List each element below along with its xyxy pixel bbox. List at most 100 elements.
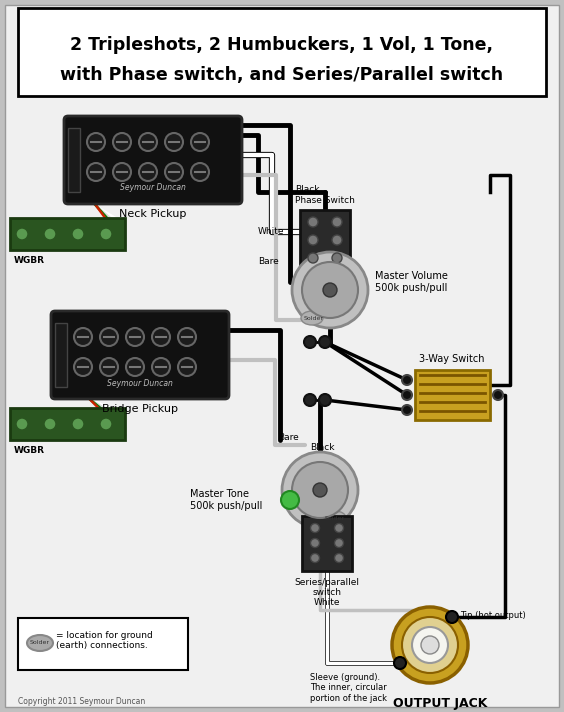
- Text: Solder: Solder: [30, 641, 50, 646]
- Circle shape: [402, 375, 412, 385]
- Circle shape: [178, 358, 196, 376]
- Circle shape: [308, 235, 318, 245]
- FancyBboxPatch shape: [51, 311, 229, 399]
- Ellipse shape: [301, 311, 323, 325]
- Circle shape: [319, 394, 331, 406]
- Circle shape: [304, 394, 316, 406]
- Circle shape: [402, 617, 458, 673]
- Text: Copyright 2011 Seymour Duncan: Copyright 2011 Seymour Duncan: [18, 697, 146, 706]
- Text: White: White: [314, 598, 340, 607]
- Circle shape: [16, 228, 28, 240]
- Circle shape: [165, 163, 183, 181]
- Text: Seymour Duncan: Seymour Duncan: [107, 379, 173, 387]
- Text: WGBR: WGBR: [14, 256, 45, 265]
- Circle shape: [334, 523, 343, 533]
- Circle shape: [44, 418, 56, 430]
- Circle shape: [332, 253, 342, 263]
- Circle shape: [402, 390, 412, 400]
- Circle shape: [113, 163, 131, 181]
- Circle shape: [292, 252, 368, 328]
- Text: Master Volume
500k push/pull: Master Volume 500k push/pull: [375, 271, 448, 293]
- Circle shape: [332, 235, 342, 245]
- Circle shape: [412, 627, 448, 663]
- Text: Solder: Solder: [304, 315, 324, 320]
- Circle shape: [100, 358, 118, 376]
- Bar: [55, 323, 67, 387]
- Text: OUTPUT JACK: OUTPUT JACK: [393, 697, 487, 710]
- Circle shape: [311, 553, 319, 562]
- Text: Bare: Bare: [258, 258, 279, 266]
- Text: Black: Black: [310, 444, 334, 453]
- Circle shape: [334, 538, 343, 548]
- Text: Black: Black: [295, 185, 319, 194]
- Circle shape: [282, 452, 358, 528]
- Text: Series/parallel
switch: Series/parallel switch: [294, 578, 359, 597]
- Bar: [18, 8, 546, 96]
- Circle shape: [446, 611, 458, 623]
- Ellipse shape: [324, 511, 346, 525]
- Text: with Phase switch, and Series/Parallel switch: with Phase switch, and Series/Parallel s…: [60, 66, 504, 84]
- Circle shape: [16, 418, 28, 430]
- Bar: [18, 618, 188, 670]
- Circle shape: [139, 133, 157, 151]
- Circle shape: [72, 418, 84, 430]
- Circle shape: [323, 283, 337, 297]
- Circle shape: [100, 418, 112, 430]
- Text: 2 Tripleshots, 2 Humbuckers, 1 Vol, 1 Tone,: 2 Tripleshots, 2 Humbuckers, 1 Vol, 1 To…: [70, 36, 494, 54]
- Circle shape: [319, 336, 331, 348]
- Circle shape: [308, 253, 318, 263]
- Bar: [300, 210, 350, 270]
- FancyBboxPatch shape: [64, 116, 242, 204]
- Circle shape: [139, 163, 157, 181]
- Text: Solder: Solder: [325, 515, 345, 520]
- Text: = location for ground
(earth) connections.: = location for ground (earth) connection…: [56, 631, 153, 650]
- Circle shape: [44, 228, 56, 240]
- Circle shape: [191, 133, 209, 151]
- Circle shape: [165, 133, 183, 151]
- Circle shape: [126, 328, 144, 346]
- Circle shape: [191, 163, 209, 181]
- Circle shape: [402, 405, 412, 415]
- Circle shape: [421, 636, 439, 654]
- Bar: [10, 408, 125, 440]
- Circle shape: [152, 358, 170, 376]
- Ellipse shape: [27, 635, 53, 651]
- Circle shape: [304, 336, 316, 348]
- Text: Bridge Pickup: Bridge Pickup: [102, 404, 178, 414]
- Circle shape: [100, 328, 118, 346]
- Circle shape: [152, 328, 170, 346]
- Circle shape: [332, 217, 342, 227]
- Text: Sleeve (ground).
The inner, circular
portion of the jack: Sleeve (ground). The inner, circular por…: [310, 673, 387, 703]
- Text: Bare: Bare: [278, 434, 299, 442]
- Circle shape: [87, 133, 105, 151]
- Text: Tip (hot output): Tip (hot output): [460, 610, 526, 619]
- Text: Seymour Duncan: Seymour Duncan: [120, 184, 186, 192]
- Circle shape: [394, 657, 406, 669]
- Circle shape: [113, 133, 131, 151]
- Circle shape: [493, 390, 503, 400]
- Text: White: White: [258, 228, 284, 236]
- Circle shape: [178, 328, 196, 346]
- Text: 3-Way Switch: 3-Way Switch: [419, 354, 484, 364]
- Text: Phase Switch: Phase Switch: [295, 196, 355, 205]
- Circle shape: [100, 228, 112, 240]
- Bar: [10, 218, 125, 250]
- Bar: [302, 516, 352, 571]
- Circle shape: [302, 262, 358, 318]
- Text: Neck Pickup: Neck Pickup: [120, 209, 187, 219]
- Circle shape: [292, 462, 348, 518]
- Circle shape: [311, 538, 319, 548]
- Circle shape: [74, 358, 92, 376]
- Circle shape: [311, 523, 319, 533]
- Bar: [415, 370, 490, 420]
- Circle shape: [87, 163, 105, 181]
- Circle shape: [126, 358, 144, 376]
- Text: WGBR: WGBR: [14, 446, 45, 455]
- Circle shape: [74, 328, 92, 346]
- Circle shape: [72, 228, 84, 240]
- Circle shape: [313, 483, 327, 497]
- Circle shape: [281, 491, 299, 509]
- Circle shape: [334, 553, 343, 562]
- Circle shape: [308, 217, 318, 227]
- Circle shape: [392, 607, 468, 683]
